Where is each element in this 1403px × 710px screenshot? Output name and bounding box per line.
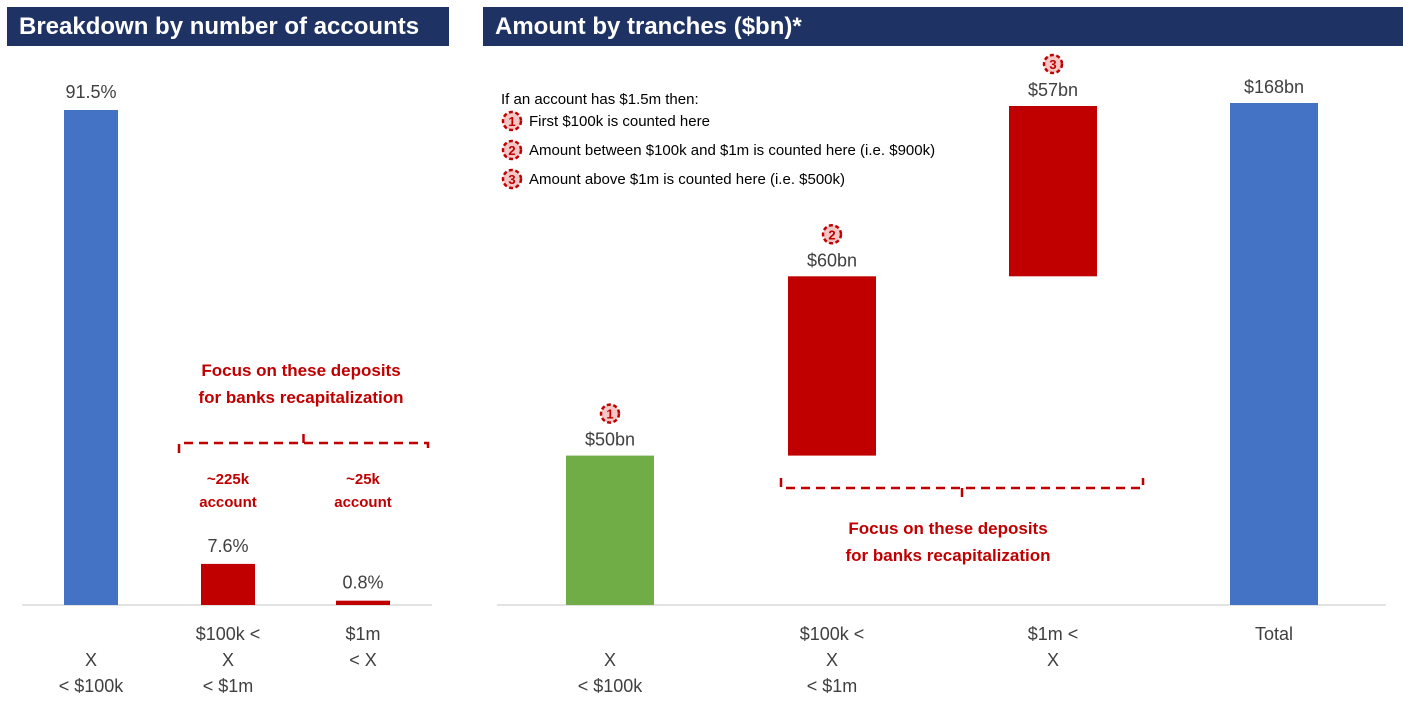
left-panel-title: Breakdown by number of accounts <box>7 7 449 46</box>
right-tick-label-2-line-2: X <box>826 650 838 670</box>
notes-marker-2-number: 2 <box>508 143 515 158</box>
right-bar-marker-2: 2 <box>821 224 843 245</box>
right-panel-title: Amount by tranches ($bn)* <box>483 7 1403 46</box>
right-bar-1 <box>566 455 654 605</box>
right-tick-label-1-line-1: X <box>604 650 616 670</box>
left-bar-1 <box>64 110 118 605</box>
notes-item-2: Amount between $100k and $1m is counted … <box>529 142 935 159</box>
left-bar-2 <box>201 563 255 605</box>
right-bar-value-label-2: $60bn <box>807 250 857 270</box>
right-tick-label-3-line-1: $1m < <box>1028 624 1079 644</box>
notes-marker-2-circle <box>501 139 523 161</box>
right-bar-value-label-1: $50bn <box>585 430 635 450</box>
left-tick-label-1-line-1: X <box>85 650 97 670</box>
notes-marker-3-number: 3 <box>508 172 515 187</box>
notes-item-3: Amount above $1m is counted here (i.e. $… <box>529 171 845 188</box>
right-focus-text-line-1: Focus on these deposits <box>848 519 1047 538</box>
right-tick-label-2-line-3: < $1m <box>807 676 858 696</box>
left-account-note-1-line-2: account <box>199 494 257 511</box>
notes-item-1: First $100k is counted here <box>529 113 710 130</box>
left-bar-value-label-3: 0.8% <box>342 573 383 593</box>
right-bar-marker-1-number: 1 <box>606 407 613 422</box>
right-bar-4 <box>1230 103 1318 605</box>
left-focus-text-line-2: for banks recapitalization <box>199 388 404 407</box>
left-chart: 91.5% 7.6% 0.8% X < $100k $100k < X < $1m $1m < X… <box>22 82 432 696</box>
right-bar-value-label-3: $57bn <box>1028 80 1078 100</box>
left-tick-label-2-line-3: < $1m <box>203 676 254 696</box>
left-focus-text-line-1: Focus on these deposits <box>201 361 400 380</box>
right-tick-label-3-line-2: X <box>1047 650 1059 670</box>
right-tick-label-1-line-2: < $100k <box>578 676 644 696</box>
left-tick-label-3-line-2: < X <box>349 650 377 670</box>
right-chart: $50bn 1 $60bn 2 $57bn 3 $168bn X < $100k $100k < X… <box>497 53 1386 696</box>
notes-marker-1-number: 1 <box>508 114 515 129</box>
right-bar-marker-1-circle <box>599 403 621 424</box>
left-account-note-2-line-2: account <box>334 494 392 511</box>
left-bar-value-label-1: 91.5% <box>65 82 116 102</box>
notes-marker-1: 1 <box>501 110 523 132</box>
right-bar-marker-3: 3 <box>1042 53 1064 75</box>
right-bar-value-label-4: $168bn <box>1244 77 1304 97</box>
right-bar-marker-1: 1 <box>599 403 621 424</box>
right-focus-text-line-2: for banks recapitalization <box>846 546 1051 565</box>
right-tick-label-2-line-1: $100k < <box>800 624 865 644</box>
notes-marker-1-circle <box>501 110 523 132</box>
left-tick-label-2-line-2: X <box>222 650 234 670</box>
right-bar-marker-3-circle <box>1042 53 1064 75</box>
notes-marker-3-circle <box>501 168 523 190</box>
left-bar-value-label-2: 7.6% <box>207 536 248 556</box>
left-focus-bracket <box>177 441 430 453</box>
left-account-note-2-line-1: ~25k <box>346 471 380 488</box>
notes-intro: If an account has $1.5m then: <box>501 91 699 108</box>
right-bar-3 <box>1009 105 1097 277</box>
left-tick-label-3-line-1: $1m <box>345 624 380 644</box>
right-bar-marker-2-number: 2 <box>828 227 835 242</box>
right-bar-marker-2-circle <box>821 224 843 245</box>
notes-marker-2: 2 <box>501 139 523 161</box>
left-account-note-1-line-1: ~225k <box>207 471 250 488</box>
left-tick-label-1-line-2: < $100k <box>59 676 125 696</box>
right-focus-bracket <box>779 478 1145 490</box>
left-bar-3 <box>336 600 390 605</box>
right-bar-2 <box>788 276 876 456</box>
right-tick-label-4-line-1: Total <box>1255 624 1293 644</box>
notes-marker-3: 3 <box>501 168 523 190</box>
left-tick-label-2-line-1: $100k < <box>196 624 261 644</box>
right-bar-marker-3-number: 3 <box>1049 57 1056 72</box>
